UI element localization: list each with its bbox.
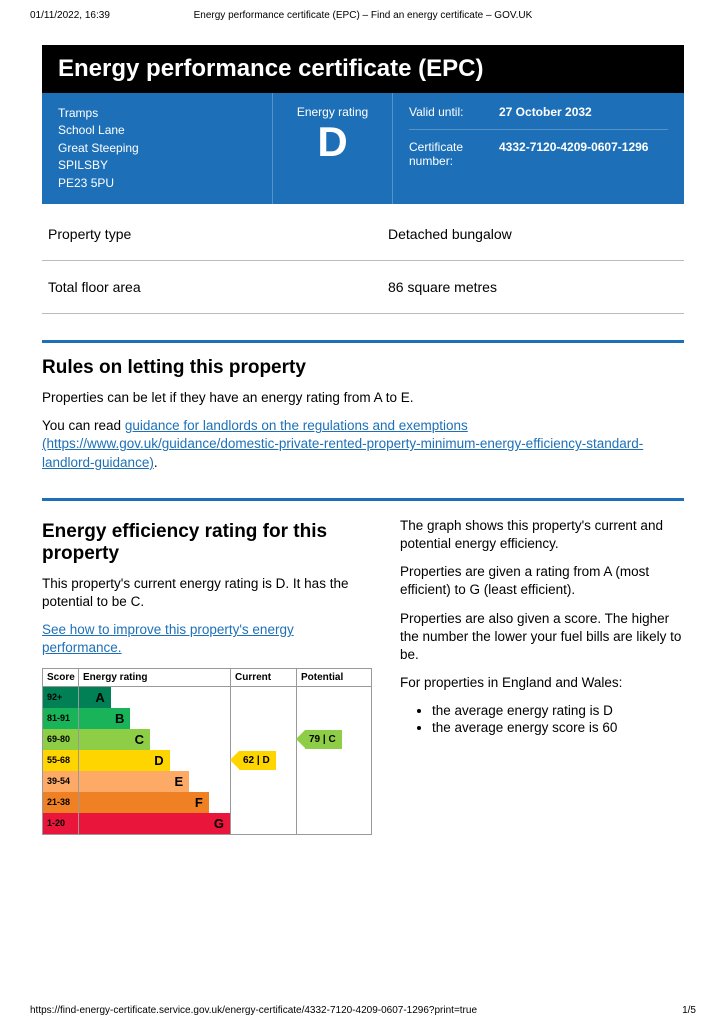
chart-current-cell xyxy=(231,708,297,729)
current-marker: 62 | D xyxy=(239,751,276,770)
chart-bar-cell: D xyxy=(79,750,231,771)
chart-potential-cell xyxy=(297,771,363,792)
chart-bar-cell: A xyxy=(79,687,231,708)
property-row: Property type Detached bungalow xyxy=(42,208,684,261)
explain-paragraph: Properties are also given a score. The h… xyxy=(400,610,684,665)
rules-text: . xyxy=(154,455,158,470)
chart-score-cell: 92+ xyxy=(43,687,79,708)
chart-col-current: Current xyxy=(231,669,297,686)
rating-label: Energy rating xyxy=(289,105,376,119)
print-title: Energy performance certificate (EPC) – F… xyxy=(110,10,616,21)
chart-potential-cell xyxy=(297,792,363,813)
chart-bar-cell: F xyxy=(79,792,231,813)
print-datetime: 01/11/2022, 16:39 xyxy=(30,10,110,21)
cert-number-label: Certificate number: xyxy=(409,140,499,168)
chart-current-cell xyxy=(231,729,297,750)
explain-paragraph: For properties in England and Wales: xyxy=(400,674,684,692)
chart-current-cell xyxy=(231,813,297,834)
validity-block: Valid until: 27 October 2032 Certificate… xyxy=(392,93,684,204)
chart-row: 69-80C 79 | C xyxy=(43,729,371,750)
chart-current-cell xyxy=(231,771,297,792)
epc-chart: Score Energy rating Current Potential 92… xyxy=(42,668,372,835)
chart-current-cell: 62 | D xyxy=(231,750,297,771)
chart-row: 92+A xyxy=(43,687,371,708)
chart-potential-cell xyxy=(297,813,363,834)
efficiency-heading: Energy efficiency rating for this proper… xyxy=(42,521,372,565)
summary-panel: Tramps School Lane Great Steeping SPILSB… xyxy=(42,93,684,204)
rating-bar: D xyxy=(79,750,170,771)
chart-potential-cell xyxy=(297,708,363,729)
averages-item: the average energy rating is D xyxy=(432,703,684,718)
chart-col-rating: Energy rating xyxy=(79,669,231,686)
chart-bar-cell: C xyxy=(79,729,231,750)
potential-marker: 79 | C xyxy=(305,730,342,749)
chart-score-cell: 69-80 xyxy=(43,729,79,750)
property-value: 86 square metres xyxy=(388,279,497,295)
chart-bar-cell: G xyxy=(79,813,231,834)
chart-row: 39-54E xyxy=(43,771,371,792)
footer-page: 1/5 xyxy=(682,1005,696,1016)
cert-number-value: 4332-7120-4209-0607-1296 xyxy=(499,140,648,168)
chart-header: Score Energy rating Current Potential xyxy=(43,669,371,687)
rating-bar: F xyxy=(79,792,209,813)
chart-row: 55-68D 62 | D xyxy=(43,750,371,771)
chart-score-cell: 1-20 xyxy=(43,813,79,834)
valid-until-label: Valid until: xyxy=(409,105,499,119)
property-row: Total floor area 86 square metres xyxy=(42,261,684,314)
section-divider xyxy=(42,498,684,501)
chart-row: 81-91B xyxy=(43,708,371,729)
chart-row: 1-20G xyxy=(43,813,371,834)
rating-bar: B xyxy=(79,708,130,729)
address-block: Tramps School Lane Great Steeping SPILSB… xyxy=(42,93,272,204)
property-key: Total floor area xyxy=(48,279,388,295)
chart-col-score: Score xyxy=(43,669,79,686)
valid-until-value: 27 October 2032 xyxy=(499,105,592,119)
page-title: Energy performance certificate (EPC) xyxy=(42,45,684,93)
address-line: SPILSBY xyxy=(58,157,256,174)
address-line: Tramps xyxy=(58,105,256,122)
print-footer: https://find-energy-certificate.service.… xyxy=(30,1005,696,1016)
rules-paragraph: Properties can be let if they have an en… xyxy=(42,389,684,407)
address-line: School Lane xyxy=(58,122,256,139)
rating-block: Energy rating D xyxy=(272,93,392,204)
rules-paragraph: You can read guidance for landlords on t… xyxy=(42,417,684,472)
rules-text: You can read xyxy=(42,418,125,433)
averages-list: the average energy rating is D the avera… xyxy=(432,703,684,735)
chart-score-cell: 39-54 xyxy=(43,771,79,792)
explain-paragraph: The graph shows this property's current … xyxy=(400,517,684,553)
rating-bar: A xyxy=(79,687,111,708)
chart-potential-cell xyxy=(297,750,363,771)
efficiency-paragraph: This property's current energy rating is… xyxy=(42,575,372,611)
property-table: Property type Detached bungalow Total fl… xyxy=(42,208,684,314)
print-header: 01/11/2022, 16:39 Energy performance cer… xyxy=(0,0,726,25)
section-divider xyxy=(42,340,684,343)
chart-row: 21-38F xyxy=(43,792,371,813)
chart-potential-cell xyxy=(297,687,363,708)
rating-bar: C xyxy=(79,729,150,750)
chart-col-potential: Potential xyxy=(297,669,363,686)
rules-heading: Rules on letting this property xyxy=(42,357,684,379)
property-key: Property type xyxy=(48,226,388,242)
chart-current-cell xyxy=(231,792,297,813)
improve-link[interactable]: See how to improve this property's energ… xyxy=(42,622,294,655)
landlord-guidance-link[interactable]: guidance for landlords on the regulation… xyxy=(42,418,643,469)
chart-potential-cell: 79 | C xyxy=(297,729,363,750)
footer-url: https://find-energy-certificate.service.… xyxy=(30,1005,477,1016)
chart-current-cell xyxy=(231,687,297,708)
chart-score-cell: 81-91 xyxy=(43,708,79,729)
explain-paragraph: Properties are given a rating from A (mo… xyxy=(400,563,684,599)
chart-score-cell: 21-38 xyxy=(43,792,79,813)
averages-item: the average energy score is 60 xyxy=(432,720,684,735)
chart-score-cell: 55-68 xyxy=(43,750,79,771)
property-value: Detached bungalow xyxy=(388,226,512,242)
address-line: Great Steeping xyxy=(58,140,256,157)
chart-bar-cell: E xyxy=(79,771,231,792)
chart-bar-cell: B xyxy=(79,708,231,729)
address-line: PE23 5PU xyxy=(58,175,256,192)
rating-bar: E xyxy=(79,771,189,792)
rating-bar: G xyxy=(79,813,230,834)
rating-value: D xyxy=(289,121,376,163)
